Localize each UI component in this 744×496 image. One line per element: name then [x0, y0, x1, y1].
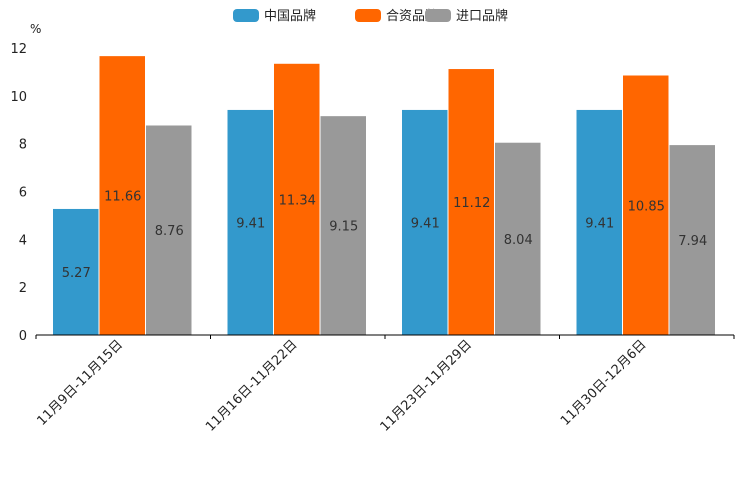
- bar: [495, 142, 541, 335]
- y-tick-label: 8: [19, 138, 27, 153]
- y-axis-unit-label: %: [30, 22, 41, 36]
- data-label: 10.85: [628, 199, 665, 214]
- legend-label: 进口品牌: [456, 8, 508, 24]
- data-label: 8.04: [504, 233, 533, 248]
- x-tick-label: 11月16日-11月22日: [203, 337, 300, 434]
- x-tick-label: 11月9日-11月15日: [34, 337, 126, 429]
- bar: [320, 116, 366, 335]
- data-label: 9.41: [411, 216, 440, 231]
- y-tick-label: 4: [19, 233, 27, 248]
- legend-label: 中国品牌: [264, 8, 316, 24]
- data-label: 7.94: [678, 234, 707, 249]
- legend-label: 合资品牌: [386, 8, 438, 24]
- bar: [274, 63, 320, 335]
- data-label: 11.66: [104, 190, 141, 205]
- bar: [402, 109, 448, 335]
- data-label: 11.12: [453, 196, 490, 211]
- legend-swatch: [233, 9, 259, 22]
- data-label: 8.76: [155, 224, 184, 239]
- bar: [99, 56, 145, 336]
- y-tick-label: 2: [19, 281, 27, 296]
- data-label: 9.41: [585, 216, 614, 231]
- x-axis: 11月9日-11月15日 11月16日-11月22日 11月23日-11月29日 11…: [34, 334, 735, 435]
- bar: [669, 145, 715, 335]
- bar: [623, 75, 669, 336]
- data-labels: 5.27 11.66 8.76 9.41 11.34 9.15 9.41 11.12 8.04 9…: [62, 190, 707, 281]
- y-tick-label: 0: [19, 329, 27, 344]
- bar: [576, 109, 622, 335]
- y-axis: 0 2 4 6 8 10 12: [10, 42, 27, 344]
- legend-swatch: [425, 9, 451, 22]
- x-tick-label: 11月23日-11月29日: [378, 337, 475, 434]
- data-label: 5.27: [62, 266, 91, 281]
- legend: 中国品牌 合资品牌 进口品牌: [233, 8, 508, 24]
- x-tick-label: 11月30日-12月6日: [558, 337, 650, 429]
- bar: [448, 69, 494, 336]
- data-label: 9.41: [236, 216, 265, 231]
- bar: [146, 125, 192, 336]
- bars: [53, 56, 715, 336]
- y-tick-label: 10: [10, 90, 27, 105]
- y-tick-label: 6: [19, 186, 27, 201]
- data-label: 11.34: [279, 193, 316, 208]
- data-label: 9.15: [329, 220, 358, 235]
- bar: [227, 109, 273, 335]
- legend-swatch: [355, 9, 381, 22]
- bar: [53, 208, 99, 335]
- y-tick-label: 12: [10, 42, 27, 57]
